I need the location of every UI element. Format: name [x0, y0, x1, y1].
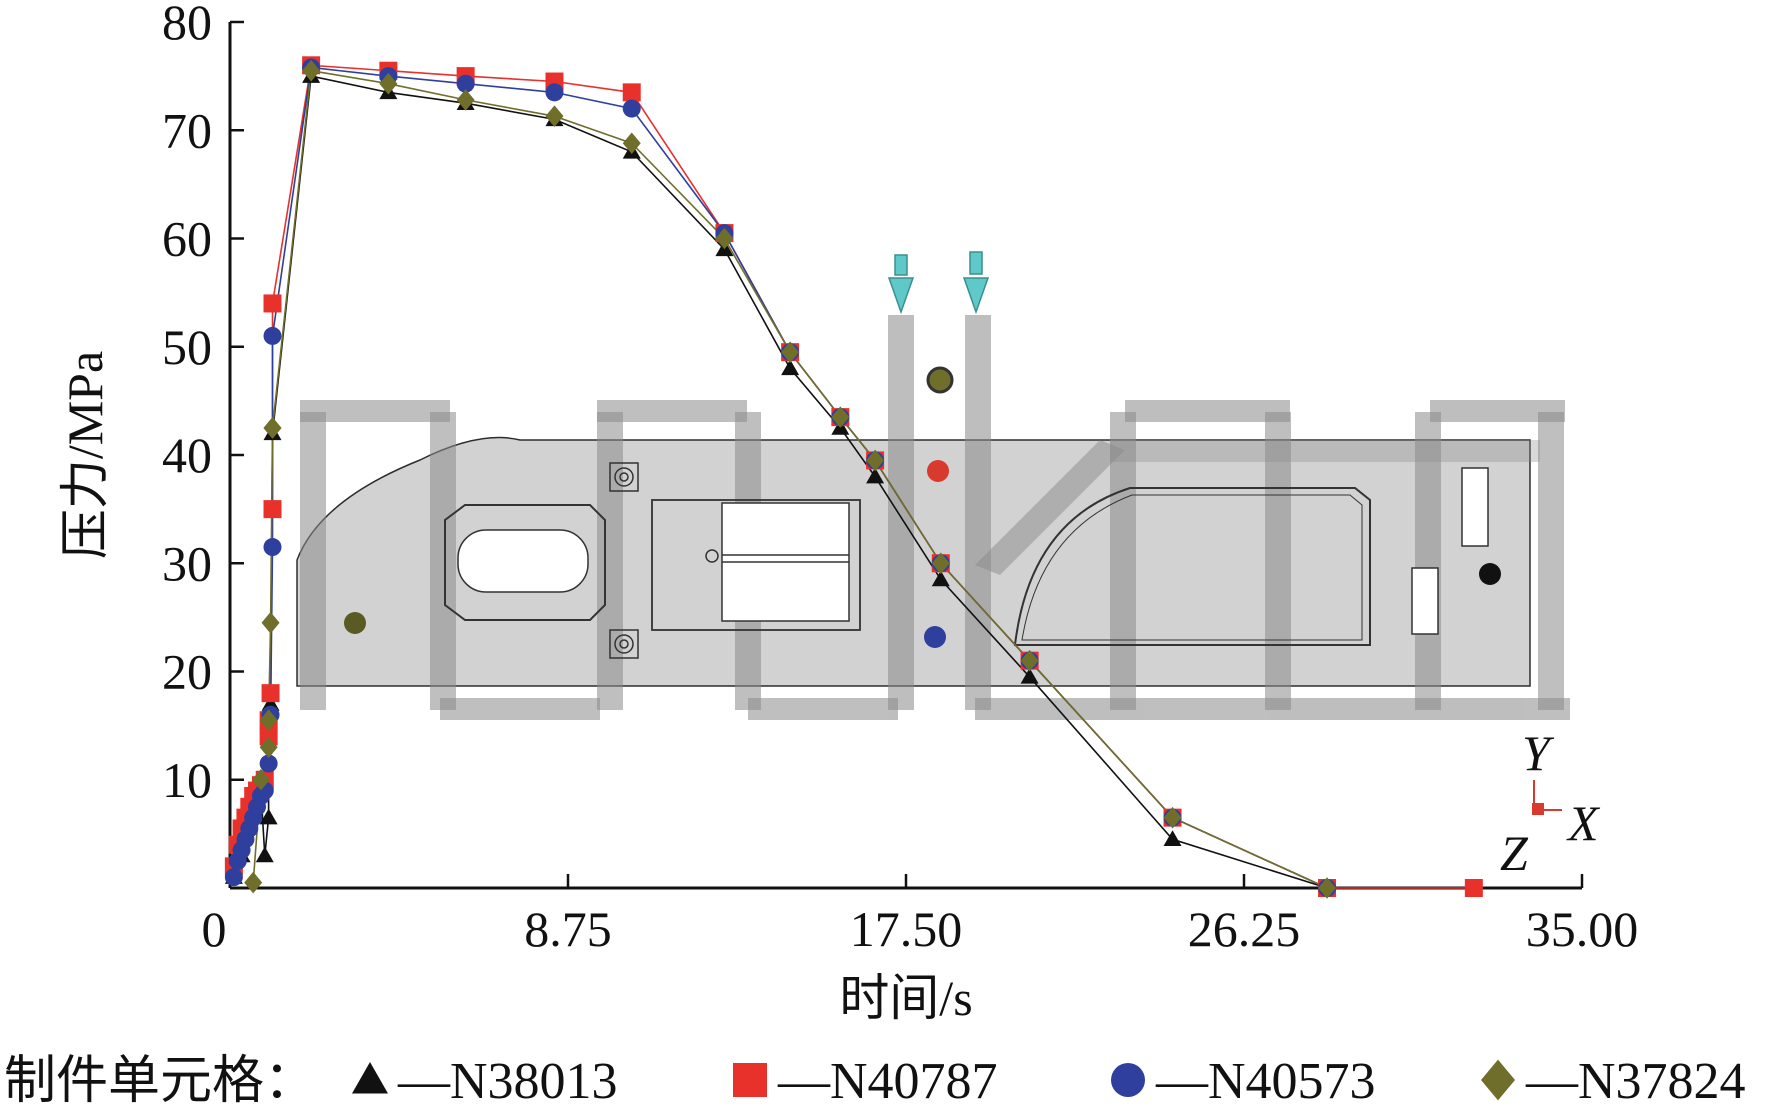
y-tick-label: 30: [162, 535, 212, 591]
data-point-N37824: [931, 552, 950, 575]
data-point-N40787: [263, 294, 282, 313]
load-arrows: [887, 251, 990, 315]
data-point-N37824: [1163, 806, 1182, 829]
data-point-N40573: [259, 754, 278, 773]
left-cutout-frame: [444, 504, 606, 621]
x-tick-label: 35.00: [1526, 901, 1639, 957]
data-point-N37824: [781, 341, 800, 363]
data-point-N40573: [263, 326, 282, 345]
legend-label-N40787: —N40787: [777, 1053, 998, 1110]
legend-marker-N40787: [733, 1063, 767, 1097]
right-channel: [1013, 487, 1371, 646]
y-tick-label: 40: [162, 427, 212, 483]
x-tick-label: 0: [202, 901, 227, 957]
data-point-N37824: [456, 89, 475, 111]
data-point-N37824: [263, 417, 282, 439]
right-window-lower: [1411, 567, 1439, 635]
legend-marker-N38013: [352, 1062, 388, 1094]
legend-label-N38013: —N38013: [397, 1053, 618, 1110]
data-point-N38013: [1020, 667, 1039, 684]
y-tick-label: 80: [162, 0, 212, 50]
data-point-N37824: [715, 227, 734, 250]
data-point-N40787: [261, 684, 280, 703]
part-cross-section-illustration: [296, 251, 1570, 815]
y-tick-label: 10: [162, 752, 212, 808]
data-point-N37824: [1020, 649, 1039, 672]
data-point-N38013: [931, 570, 950, 587]
legend-marker-N37824: [1481, 1059, 1515, 1101]
beam-rows: [300, 400, 1570, 720]
center-block: [651, 499, 861, 631]
center-pin: [705, 549, 719, 563]
legend-label-N40573: —N40573: [1155, 1053, 1376, 1110]
diagonal-brace: [975, 440, 1125, 575]
data-point-N40787: [1464, 879, 1483, 897]
legend-marker-N40573: [1111, 1063, 1145, 1097]
data-point-N37824: [1318, 877, 1337, 899]
x-tick-label: 26.25: [1188, 901, 1301, 957]
left-cutout-window: [457, 529, 589, 593]
series-markers: [224, 56, 1483, 899]
y-tick-label: 70: [162, 102, 212, 158]
data-point-N37824: [251, 768, 270, 791]
y-tick-label: 50: [162, 319, 212, 375]
data-point-N40787: [622, 83, 641, 102]
triad-z-label: Z: [1500, 825, 1529, 881]
data-point-N37824: [545, 105, 564, 127]
data-point-N40787: [259, 727, 278, 746]
data-point-N37824: [831, 406, 850, 428]
data-point-N38013: [781, 359, 800, 376]
data-point-N38013: [255, 846, 274, 863]
data-point-N37824: [379, 72, 398, 95]
coordinate-triad: [1532, 780, 1562, 815]
y-tick-label: 20: [162, 644, 212, 700]
data-point-N40787: [263, 500, 282, 519]
legend-title: 制件单元格：: [4, 1053, 316, 1110]
data-point-N37824: [866, 449, 885, 472]
axes: 10 20 30 40 50 60 70 80 0 8.75 17.50 26.25 35.00: [162, 0, 1638, 957]
data-point-N37824: [259, 709, 278, 732]
y-tick-label: 60: [162, 211, 212, 267]
data-point-N37824: [302, 59, 321, 82]
x-tick-label: 17.50: [850, 901, 963, 957]
data-point-N37824: [261, 611, 280, 634]
data-point-N37824: [244, 871, 263, 894]
probe-points: [344, 366, 1501, 648]
legend-label-N37824: —N37824: [1525, 1053, 1746, 1110]
x-axis-title: 时间/s: [839, 970, 972, 1026]
data-point-N40573: [456, 74, 475, 93]
right-window-upper: [1461, 467, 1489, 547]
data-point-N40573: [263, 538, 282, 557]
data-point-N38013: [866, 467, 885, 484]
data-point-N38013: [1163, 830, 1182, 847]
data-point-N37824: [622, 132, 641, 155]
data-point-N40573: [622, 99, 641, 118]
triad-y-label: Y: [1522, 725, 1555, 781]
data-point-N38013: [261, 694, 280, 711]
beam-columns: [300, 315, 1564, 710]
triad-x-label: X: [1566, 795, 1601, 851]
bolt-holes: [609, 462, 639, 659]
data-point-N37824: [259, 736, 278, 759]
x-tick-label: 8.75: [524, 901, 612, 957]
y-axis-title: 压力/MPa: [57, 351, 113, 559]
data-point-N40573: [224, 868, 243, 887]
data-point-N40573: [545, 83, 564, 102]
data-point-N38013: [259, 808, 278, 825]
legend: 制件单元格： —N38013 —N40787 —N40573 —N37824: [4, 1053, 1746, 1110]
